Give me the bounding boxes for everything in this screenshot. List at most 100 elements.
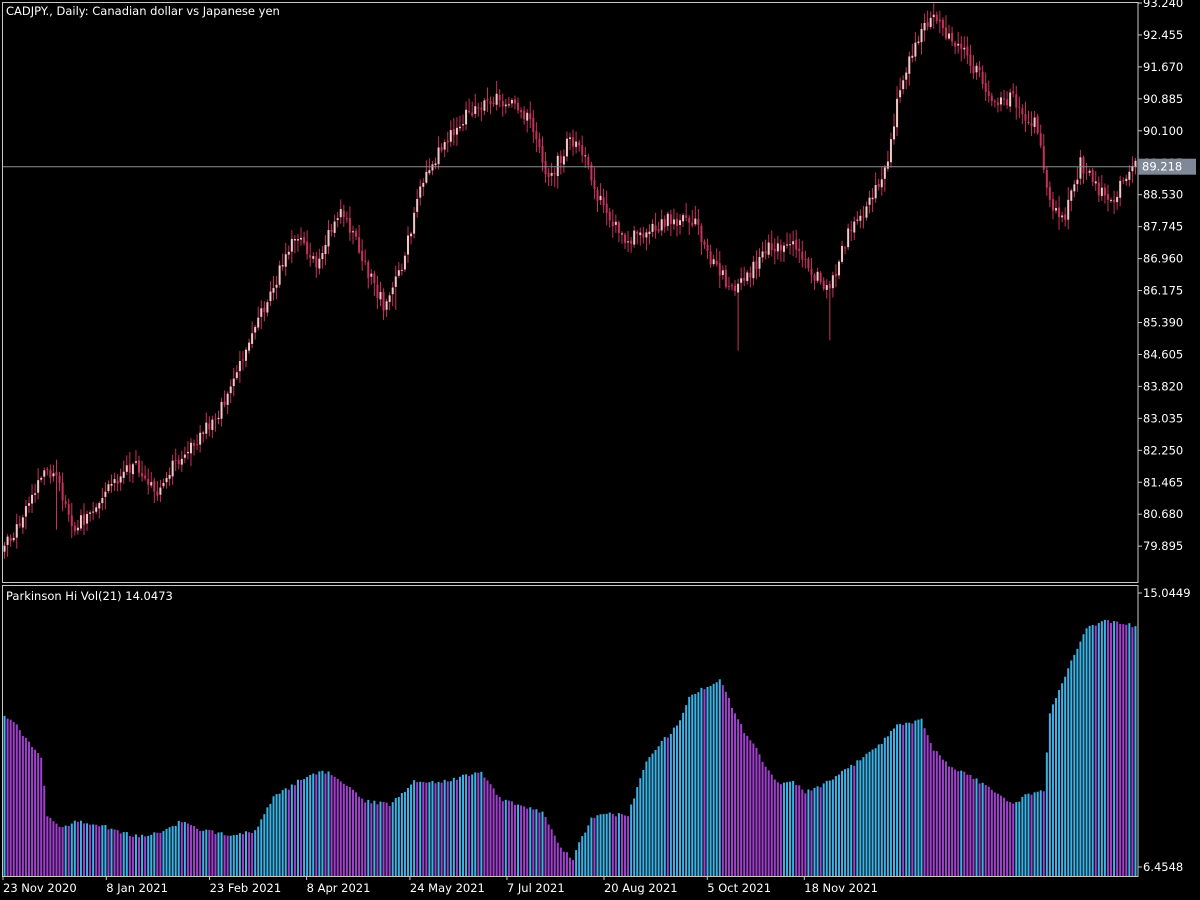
candle-body <box>1042 146 1045 170</box>
candle-body <box>617 222 620 233</box>
candle-body <box>355 231 358 237</box>
volatility-bar <box>544 816 547 876</box>
volatility-bar <box>324 773 327 876</box>
candle-body <box>348 218 351 233</box>
volatility-bar <box>669 733 672 876</box>
volatility-bar <box>419 781 422 876</box>
candle-body <box>755 260 758 270</box>
candle-body <box>495 93 498 105</box>
candle-body <box>394 276 397 287</box>
candle-body <box>367 261 370 279</box>
volatility-bar <box>507 800 510 876</box>
volatility-bar <box>113 829 116 876</box>
volatility-bar <box>208 829 211 876</box>
current-price-label: 89.218 <box>1142 160 1182 174</box>
candle-body <box>810 268 813 275</box>
candle-body <box>125 465 128 472</box>
volatility-bar <box>296 779 299 876</box>
candle-body <box>590 164 593 181</box>
volatility-bar <box>517 804 520 876</box>
volatility-bar <box>731 707 733 876</box>
volatility-bar <box>804 793 807 876</box>
price-tick-label: 86.960 <box>1143 252 1183 266</box>
candle-body <box>486 98 489 101</box>
volatility-bar <box>37 753 40 876</box>
candle-body <box>79 515 82 529</box>
candle-body <box>113 479 116 483</box>
candle-body <box>480 107 483 110</box>
candle-body <box>688 217 691 223</box>
candle-body <box>593 180 596 190</box>
volatility-bar <box>513 804 516 876</box>
price-tick-label: 90.885 <box>1143 92 1183 106</box>
candle-body <box>938 19 941 22</box>
candle-body <box>966 46 969 56</box>
price-tick-label: 83.035 <box>1143 411 1183 425</box>
volatility-bar <box>948 766 951 876</box>
candle-body <box>1082 157 1085 174</box>
candle-body <box>773 248 776 252</box>
candle-body <box>226 393 229 405</box>
volatility-bar <box>764 766 767 876</box>
volatility-bar <box>73 820 76 876</box>
volatility-bar <box>394 798 397 876</box>
candle-body <box>572 137 575 147</box>
candle-body <box>422 182 425 187</box>
candle-body <box>403 255 406 270</box>
candle-body <box>529 113 532 120</box>
candle-body <box>960 43 963 49</box>
volatility-bar <box>981 782 984 876</box>
candle-body <box>165 477 168 483</box>
candle-body <box>1103 187 1106 196</box>
candle-body <box>932 14 935 18</box>
candle-body <box>156 491 159 496</box>
volatility-bar <box>877 744 880 876</box>
candle-body <box>1021 108 1024 115</box>
volatility-bar <box>620 814 623 876</box>
candle-body <box>685 215 688 218</box>
candle-body <box>764 250 767 254</box>
candle-body <box>697 218 700 225</box>
volatility-bar <box>452 777 455 876</box>
candle-body <box>134 461 137 463</box>
volatility-bar <box>92 824 95 876</box>
candle-body <box>605 203 608 213</box>
candle-body <box>737 283 740 293</box>
price-tick-label: 91.670 <box>1143 60 1183 74</box>
volatility-bar <box>966 774 969 876</box>
volatility-bar <box>379 801 382 876</box>
candle-body <box>174 460 177 462</box>
volatility-bar <box>1024 794 1027 876</box>
candle-body <box>345 218 348 220</box>
volatility-bar <box>333 776 336 876</box>
volatility-bar <box>987 786 990 876</box>
volatility-bar <box>828 780 831 876</box>
volatility-bar <box>1122 624 1125 876</box>
volatility-bar <box>281 790 284 876</box>
candle-body <box>189 442 192 454</box>
candle-body <box>865 206 868 218</box>
volatility-bar <box>397 797 400 876</box>
volatility-bar <box>480 771 483 876</box>
volatility-bar <box>211 830 214 876</box>
time-tick-label: 20 Aug 2021 <box>604 881 678 895</box>
volatility-bar <box>932 750 935 876</box>
volatility-bar <box>541 811 544 876</box>
candle-body <box>526 112 529 121</box>
volatility-bar <box>407 787 409 876</box>
volatility-bar <box>49 817 52 876</box>
volatility-bar <box>954 769 957 876</box>
candle-body <box>385 301 388 310</box>
candle-body <box>1122 180 1125 182</box>
volatility-bar <box>911 723 914 876</box>
candle-body <box>1033 117 1036 127</box>
candle-body <box>721 270 724 275</box>
volatility-bar <box>1070 660 1073 876</box>
volatility-bar <box>275 794 278 876</box>
volatility-bar <box>798 785 801 876</box>
volatility-bar <box>938 755 941 876</box>
volatility-bar <box>159 832 162 876</box>
candle-body <box>67 504 70 515</box>
candle-body <box>15 524 18 538</box>
candle-body <box>52 473 55 477</box>
